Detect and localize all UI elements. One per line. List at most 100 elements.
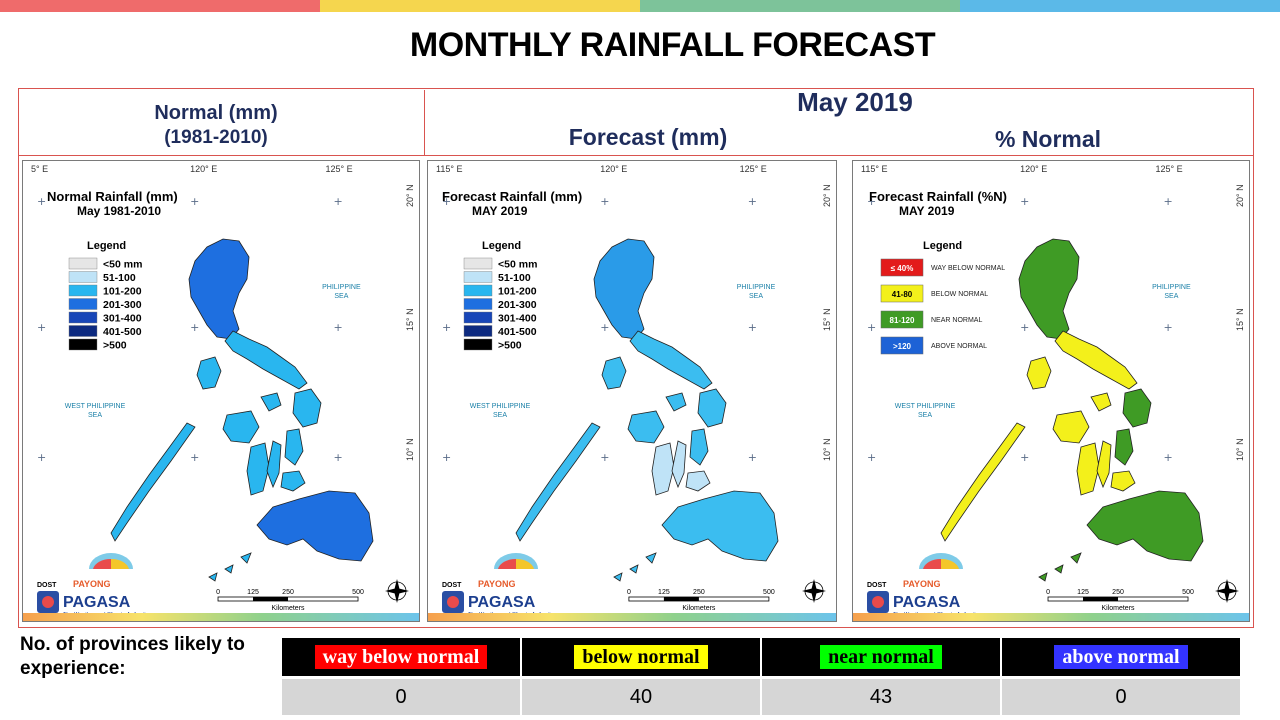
- umbrella-segment: [923, 558, 941, 569]
- logo-dost: DOST: [37, 582, 57, 589]
- header-divider: [18, 155, 1254, 156]
- island-bohol: [1110, 470, 1136, 492]
- legend-label: 101-200: [103, 286, 142, 298]
- scale-tick-label: 250: [693, 589, 705, 596]
- island-mindanao: [661, 490, 779, 562]
- island-luzonSouth: [1054, 330, 1138, 390]
- compass-rose-icon: [1215, 579, 1239, 603]
- latitude-label: 20° N: [822, 184, 832, 207]
- legend-label: 51-100: [103, 272, 136, 284]
- scale-tick-label: 500: [1182, 589, 1194, 596]
- island-mindanao: [256, 490, 374, 562]
- grid-cross: +: [867, 321, 876, 334]
- island-palawan: [940, 422, 1026, 542]
- umbrella-segment: [941, 558, 959, 569]
- legend-swatch: [463, 284, 493, 297]
- legend-label: 401-500: [498, 326, 537, 338]
- logo-payong: PAYONG: [73, 579, 111, 589]
- latitude-label: 20° N: [1235, 184, 1245, 207]
- island-samar: [1122, 388, 1152, 428]
- island-masbate: [1090, 392, 1112, 412]
- logo-pagasa: PAGASA: [468, 594, 536, 611]
- scale-tick-label: 125: [1077, 589, 1089, 596]
- longitude-label: 115° E: [861, 164, 887, 174]
- emblem-dot: [42, 596, 54, 608]
- grid-cross: +: [333, 195, 342, 208]
- legend-chip-label: ≤ 40%: [891, 264, 914, 273]
- grid-cross: +: [37, 321, 46, 334]
- island-luzon: [188, 238, 250, 340]
- value-near-normal: 43: [762, 679, 1000, 715]
- legend-swatch: [68, 338, 98, 351]
- legend-swatch: [463, 298, 493, 310]
- longitude-label: 125° E: [740, 164, 767, 174]
- longitude-label: 120° E: [190, 164, 217, 174]
- legend-title: Legend: [923, 240, 962, 252]
- island-sulu: [613, 552, 657, 582]
- legend-swatch: [68, 257, 98, 270]
- logo-pagasa: PAGASA: [893, 594, 961, 611]
- latitude-label: 20° N: [405, 184, 415, 207]
- island-samar: [292, 388, 322, 428]
- normal-rainfall-map: 5° E 120° E 125° E 20° N 15° N 10° N + + + + + + + + +…: [22, 160, 420, 622]
- island-masbate: [665, 392, 687, 412]
- legend-swatch: [463, 325, 493, 337]
- latitude-label: 10° N: [405, 438, 415, 461]
- legend-label: WAY BELOW NORMAL: [931, 265, 1005, 272]
- grid-cross: +: [600, 195, 609, 208]
- legend-swatch: [68, 298, 98, 310]
- legend-label: 401-500: [103, 326, 142, 338]
- grid-cross: +: [190, 195, 199, 208]
- umbrella-segment: [516, 558, 534, 569]
- sea-label: SEA: [334, 293, 348, 300]
- scale-tick-label: 0: [627, 589, 631, 596]
- legend-swatch: [68, 325, 98, 337]
- category-cell-way-below: way below normal: [282, 638, 520, 676]
- legend-swatch: [880, 258, 924, 277]
- scale-bar: [628, 596, 770, 602]
- compass-rose-icon: [385, 579, 409, 603]
- grid-cross: +: [1020, 321, 1029, 334]
- color-bar-yellow: [320, 0, 640, 12]
- forecast-rainfall-map: 115° E 120° E 125° E 20° N 15° N 10° N + + + + + + +…: [427, 160, 837, 622]
- logo-payong: PAYONG: [903, 579, 941, 589]
- grid-cross: +: [600, 321, 609, 334]
- latitude-label: 15° N: [1235, 308, 1245, 331]
- logo-payong: PAYONG: [478, 579, 516, 589]
- rainbow-strip: [853, 613, 1249, 621]
- island-luzonSouth: [224, 330, 308, 390]
- normal-header-line2: (1981-2010): [164, 127, 268, 148]
- grid-cross: +: [442, 451, 451, 464]
- legend-swatch: [68, 271, 98, 283]
- header-color-bar: [0, 0, 1280, 12]
- island-negros: [1076, 442, 1100, 496]
- column-divider: [424, 90, 425, 156]
- legend-chip-label: 81-120: [890, 316, 915, 325]
- legend-chip-label: 41-80: [892, 290, 913, 299]
- legend-label: 201-300: [498, 299, 537, 311]
- header-frame: [18, 88, 1254, 628]
- island-panay: [627, 410, 665, 444]
- emblem-dot: [447, 596, 459, 608]
- island-leyte: [284, 428, 304, 466]
- legend-label: ABOVE NORMAL: [931, 343, 987, 350]
- grid-cross: +: [748, 451, 757, 464]
- scale-tick-label: 250: [1112, 589, 1124, 596]
- grid-cross: +: [867, 451, 876, 464]
- sea-label: SEA: [918, 412, 932, 419]
- island-mindoro: [196, 356, 222, 390]
- island-masbate: [260, 392, 282, 412]
- island-panay: [1052, 410, 1090, 444]
- map-title: Forecast Rainfall (%N): [869, 189, 1007, 204]
- latitude-label: 15° N: [822, 308, 832, 331]
- island-cebu: [671, 440, 687, 489]
- legend-swatch: [880, 336, 924, 355]
- grid-cross: +: [600, 451, 609, 464]
- latitude-label: 15° N: [405, 308, 415, 331]
- scale-bar-segment: [663, 597, 699, 601]
- scale-bar-segment: [1083, 597, 1119, 601]
- legend-label: 301-400: [498, 313, 537, 325]
- island-palawan: [110, 422, 196, 542]
- longitude-label: 115° E: [436, 164, 462, 174]
- island-palawan: [515, 422, 601, 542]
